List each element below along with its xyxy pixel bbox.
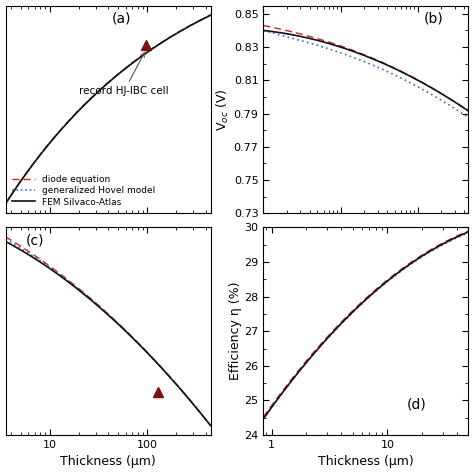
Text: record HJ-IBC cell: record HJ-IBC cell [79,53,169,97]
Y-axis label: V$_{oc}$ (V): V$_{oc}$ (V) [215,88,231,130]
X-axis label: Thickness (μm): Thickness (μm) [318,456,414,468]
Text: (c): (c) [26,234,45,247]
X-axis label: Thickness (μm): Thickness (μm) [60,456,156,468]
Text: (d): (d) [407,398,427,411]
Text: (b): (b) [423,12,443,26]
Legend: diode equation, generalized Hovel model, FEM Silvaco-Atlas: diode equation, generalized Hovel model,… [10,173,157,209]
Y-axis label: Efficiency η (%): Efficiency η (%) [228,282,241,381]
Text: (a): (a) [112,12,132,26]
